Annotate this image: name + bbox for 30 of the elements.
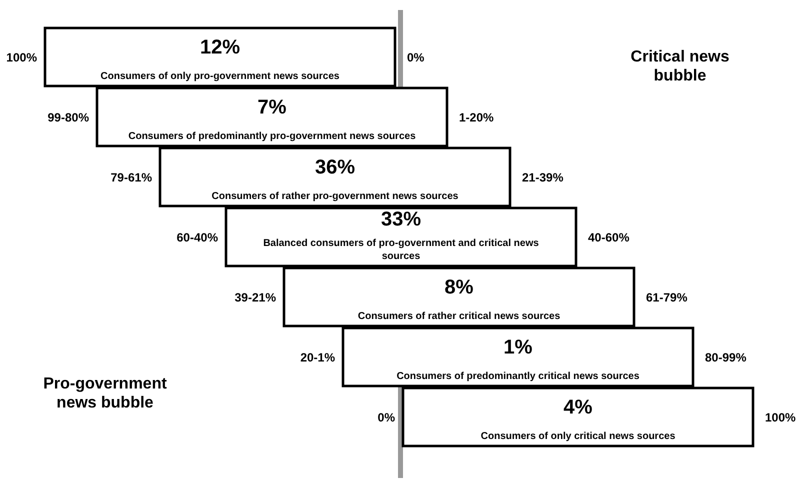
category-label: Consumers of only pro-government news sources: [100, 70, 340, 82]
data-label: 1%: [504, 336, 533, 359]
text: 80-99%: [705, 350, 747, 364]
data-label: 36%: [314, 156, 356, 179]
text: 21-39%: [522, 170, 564, 184]
category-label: Consumers of predominantly critical news sources: [396, 370, 640, 382]
data-label: 8%: [444, 276, 474, 299]
text: 0%: [407, 50, 425, 64]
text: 61-79%: [646, 290, 688, 304]
text: Pro-government news bubble: [43, 375, 168, 412]
text: 79-61%: [110, 170, 152, 184]
text: 100%: [6, 50, 38, 64]
data-label: 33%: [380, 208, 422, 231]
data-label: 4%: [564, 396, 593, 419]
category-label: Balanced consumers of pro-government and critical news sources: [263, 238, 540, 262]
text: 39-21%: [234, 290, 276, 304]
data-label: 7%: [258, 96, 287, 119]
text: 60-40%: [176, 230, 218, 244]
data-label: 12%: [200, 36, 240, 59]
text: 100%: [765, 410, 796, 424]
category-label: Consumers of predominantly pro-government news sources: [128, 130, 416, 142]
text: 0%: [378, 410, 396, 424]
text: Critical news bubble: [630, 48, 730, 84]
category-label: Consumers of rather critical news sources: [358, 310, 561, 322]
category-label: Consumers of only critical news sources: [480, 430, 676, 442]
text: 40-60%: [588, 230, 630, 244]
text: 20-1%: [300, 350, 336, 364]
category-label: Consumers of rather pro-government news sources: [212, 190, 459, 202]
text: 99-80%: [48, 110, 90, 124]
text: 1-20%: [459, 110, 494, 124]
